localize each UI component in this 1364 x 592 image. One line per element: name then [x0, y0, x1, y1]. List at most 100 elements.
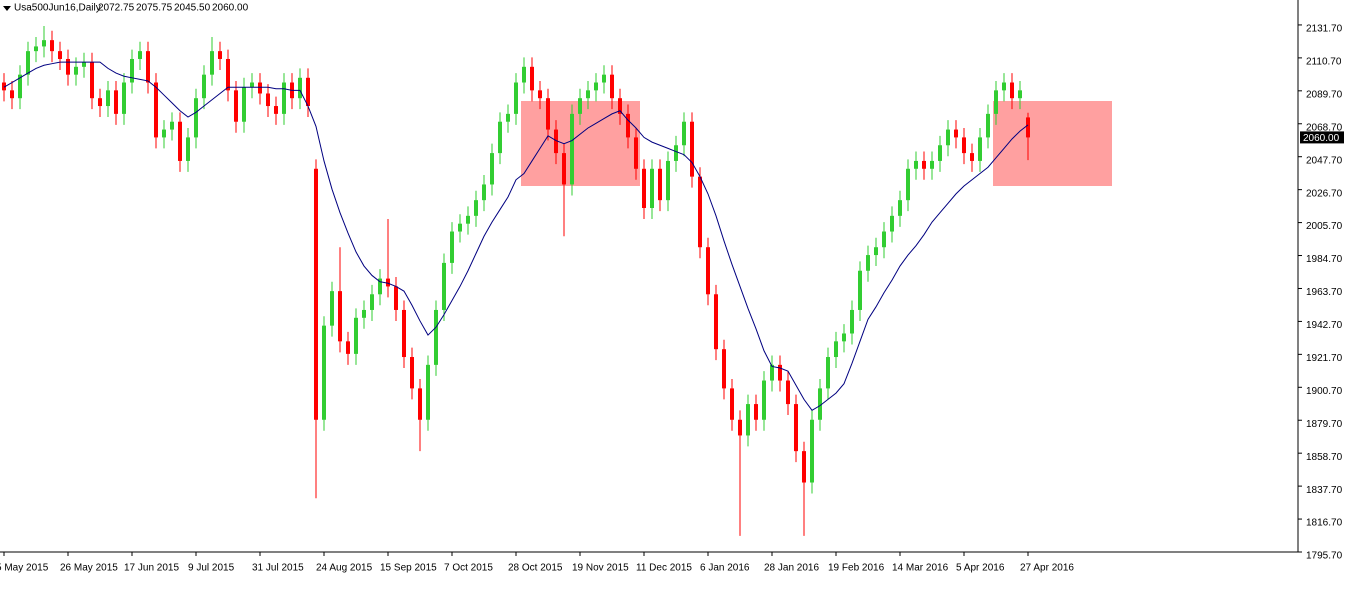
candle-body: [794, 404, 798, 452]
candle-body: [978, 137, 982, 161]
y-tick-label: 1984.70: [1306, 254, 1343, 265]
candle-body: [986, 113, 990, 138]
candle-body: [818, 388, 822, 420]
header-low: 2045.50: [174, 3, 211, 14]
candle-body: [714, 294, 718, 350]
candle-body: [730, 388, 734, 420]
candle-body: [642, 168, 646, 208]
y-tick-label: 2005.70: [1306, 221, 1343, 232]
candle-body: [866, 255, 870, 271]
candle-body: [1002, 82, 1006, 91]
candle-body: [754, 404, 758, 420]
candle-body: [322, 325, 326, 420]
candle-body: [274, 106, 278, 114]
candle-body: [890, 215, 894, 232]
moving-average-line: [3, 61, 1029, 412]
x-tick-label: 27 Apr 2016: [1020, 563, 1074, 574]
candle-body: [682, 121, 686, 146]
candle-body: [58, 51, 62, 59]
candle-body: [626, 113, 630, 138]
candle-body: [266, 93, 270, 107]
candle-body: [370, 294, 374, 310]
y-tick-label: 1879.70: [1306, 419, 1343, 430]
candle-body: [162, 129, 166, 138]
y-tick-label: 2026.70: [1306, 188, 1343, 199]
zone-box: [993, 101, 1112, 186]
candle-body: [138, 51, 142, 59]
candle-body: [90, 62, 94, 99]
candle-body: [74, 66, 78, 75]
candle-body: [898, 200, 902, 216]
candle-body: [250, 82, 254, 88]
candle-body: [650, 168, 654, 208]
candle-body: [186, 137, 190, 161]
candle-body: [354, 317, 358, 354]
candle-body: [786, 380, 790, 405]
candle-body: [226, 58, 230, 91]
candle-body: [594, 82, 598, 91]
candle-body: [66, 58, 70, 75]
candle-body: [634, 137, 638, 169]
candle-body: [338, 291, 342, 342]
candle-body: [610, 74, 614, 99]
x-tick-label: 5 May 2015: [0, 563, 49, 574]
candle-body: [26, 51, 30, 75]
candle-body: [218, 51, 222, 59]
candle-body: [562, 153, 566, 185]
candle-body: [298, 77, 302, 99]
candle-body: [850, 309, 854, 334]
candle-body: [466, 215, 470, 224]
candle-body: [930, 160, 934, 169]
candle-body: [474, 200, 478, 216]
candle-body: [586, 90, 590, 99]
current-price-box: [1300, 131, 1344, 144]
candle-body: [98, 98, 102, 107]
candle-body: [498, 121, 502, 154]
candle-body: [202, 74, 206, 99]
candle-body: [546, 98, 550, 130]
candle-body: [314, 168, 318, 420]
candle-body: [450, 231, 454, 263]
candle-body: [18, 74, 22, 99]
candle-body: [130, 58, 134, 83]
candle-body: [458, 223, 462, 232]
candle-body: [706, 247, 710, 295]
candle-body: [882, 231, 886, 248]
candle-body: [282, 82, 286, 114]
x-tick-label: 11 Dec 2015: [636, 563, 692, 574]
candle-body: [578, 98, 582, 114]
candle-body: [34, 46, 38, 52]
y-tick-label: 2068.70: [1306, 122, 1343, 133]
x-tick-label: 7 Oct 2015: [444, 563, 493, 574]
candle-body: [746, 404, 750, 436]
candle-body: [330, 291, 334, 326]
candle-body: [170, 121, 174, 130]
candle-body: [506, 113, 510, 122]
candle-body: [522, 66, 526, 83]
header-close: 2060.00: [212, 3, 249, 14]
candle-body: [1026, 117, 1030, 138]
candle-body: [922, 160, 926, 169]
candle-body: [442, 262, 446, 310]
candle-body: [378, 278, 382, 295]
candle-body: [738, 419, 742, 436]
candle-body: [658, 168, 662, 201]
candle-body: [146, 51, 150, 83]
y-tick-label: 1816.70: [1306, 518, 1343, 529]
y-tick-label: 2131.70: [1306, 24, 1343, 35]
y-tick-label: 2089.70: [1306, 89, 1343, 100]
x-tick-label: 9 Jul 2015: [188, 563, 235, 574]
x-tick-label: 19 Nov 2015: [572, 563, 629, 574]
candle-body: [666, 160, 670, 201]
menu-triangle[interactable]: [3, 6, 11, 11]
x-tick-label: 24 Aug 2015: [316, 563, 373, 574]
candle-body: [2, 82, 6, 91]
y-tick-label: 1942.70: [1306, 320, 1343, 331]
candle-body: [346, 341, 350, 354]
x-tick-label: 31 Jul 2015: [252, 563, 304, 574]
candle-body: [810, 419, 814, 483]
candle-body: [698, 176, 702, 248]
candle-body: [570, 113, 574, 185]
candle-body: [434, 309, 438, 365]
